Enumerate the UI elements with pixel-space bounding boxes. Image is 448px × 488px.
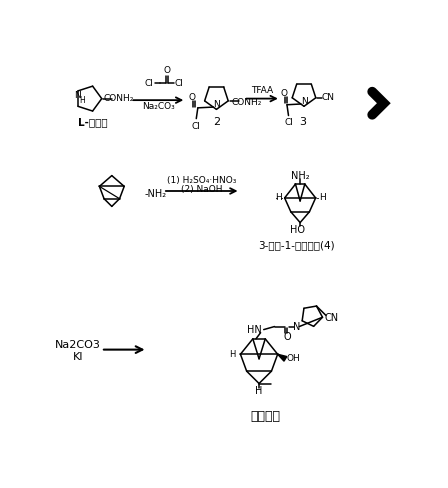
Text: N: N (213, 100, 220, 109)
Text: O: O (188, 93, 195, 102)
Text: -NH₂: -NH₂ (144, 189, 167, 199)
Text: O: O (280, 89, 287, 99)
Polygon shape (278, 354, 287, 361)
Text: NH₂: NH₂ (291, 171, 310, 182)
Text: 2: 2 (213, 117, 220, 127)
Text: N: N (293, 322, 300, 331)
Text: Cl: Cl (145, 79, 153, 88)
Text: H: H (275, 193, 281, 203)
Text: 3: 3 (299, 117, 306, 127)
Text: N: N (301, 97, 307, 106)
Text: CN: CN (322, 93, 335, 102)
Text: CN: CN (325, 313, 339, 324)
Text: Cl: Cl (174, 79, 183, 88)
Text: HO: HO (289, 225, 305, 235)
Text: N: N (74, 91, 81, 100)
Text: H: H (319, 193, 326, 203)
Text: (1) H₂SO₄·HNO₃: (1) H₂SO₄·HNO₃ (167, 176, 237, 185)
Text: CONH₂: CONH₂ (103, 94, 134, 103)
Text: 维格列汀: 维格列汀 (250, 410, 280, 423)
Text: 3-氨基-1-金剛烷醇(4): 3-氨基-1-金剛烷醇(4) (258, 240, 335, 250)
Text: OH: OH (287, 354, 301, 364)
Text: HN: HN (247, 325, 262, 335)
Text: H: H (79, 96, 85, 104)
Text: Na₂CO₃: Na₂CO₃ (142, 102, 175, 111)
Text: Cl: Cl (284, 118, 293, 127)
Text: H: H (229, 350, 236, 359)
Text: O: O (283, 331, 291, 342)
Text: L-脯氨酸: L-脯氨酸 (78, 117, 108, 127)
Text: CONH₂: CONH₂ (232, 98, 262, 107)
Text: (2) NaOH: (2) NaOH (181, 185, 223, 194)
Text: H: H (255, 386, 263, 396)
Text: Na2CO3: Na2CO3 (55, 340, 101, 350)
Text: Cl: Cl (192, 122, 201, 131)
Text: TFAA: TFAA (251, 86, 273, 95)
Text: KI: KI (73, 351, 83, 362)
Text: O: O (164, 66, 170, 75)
